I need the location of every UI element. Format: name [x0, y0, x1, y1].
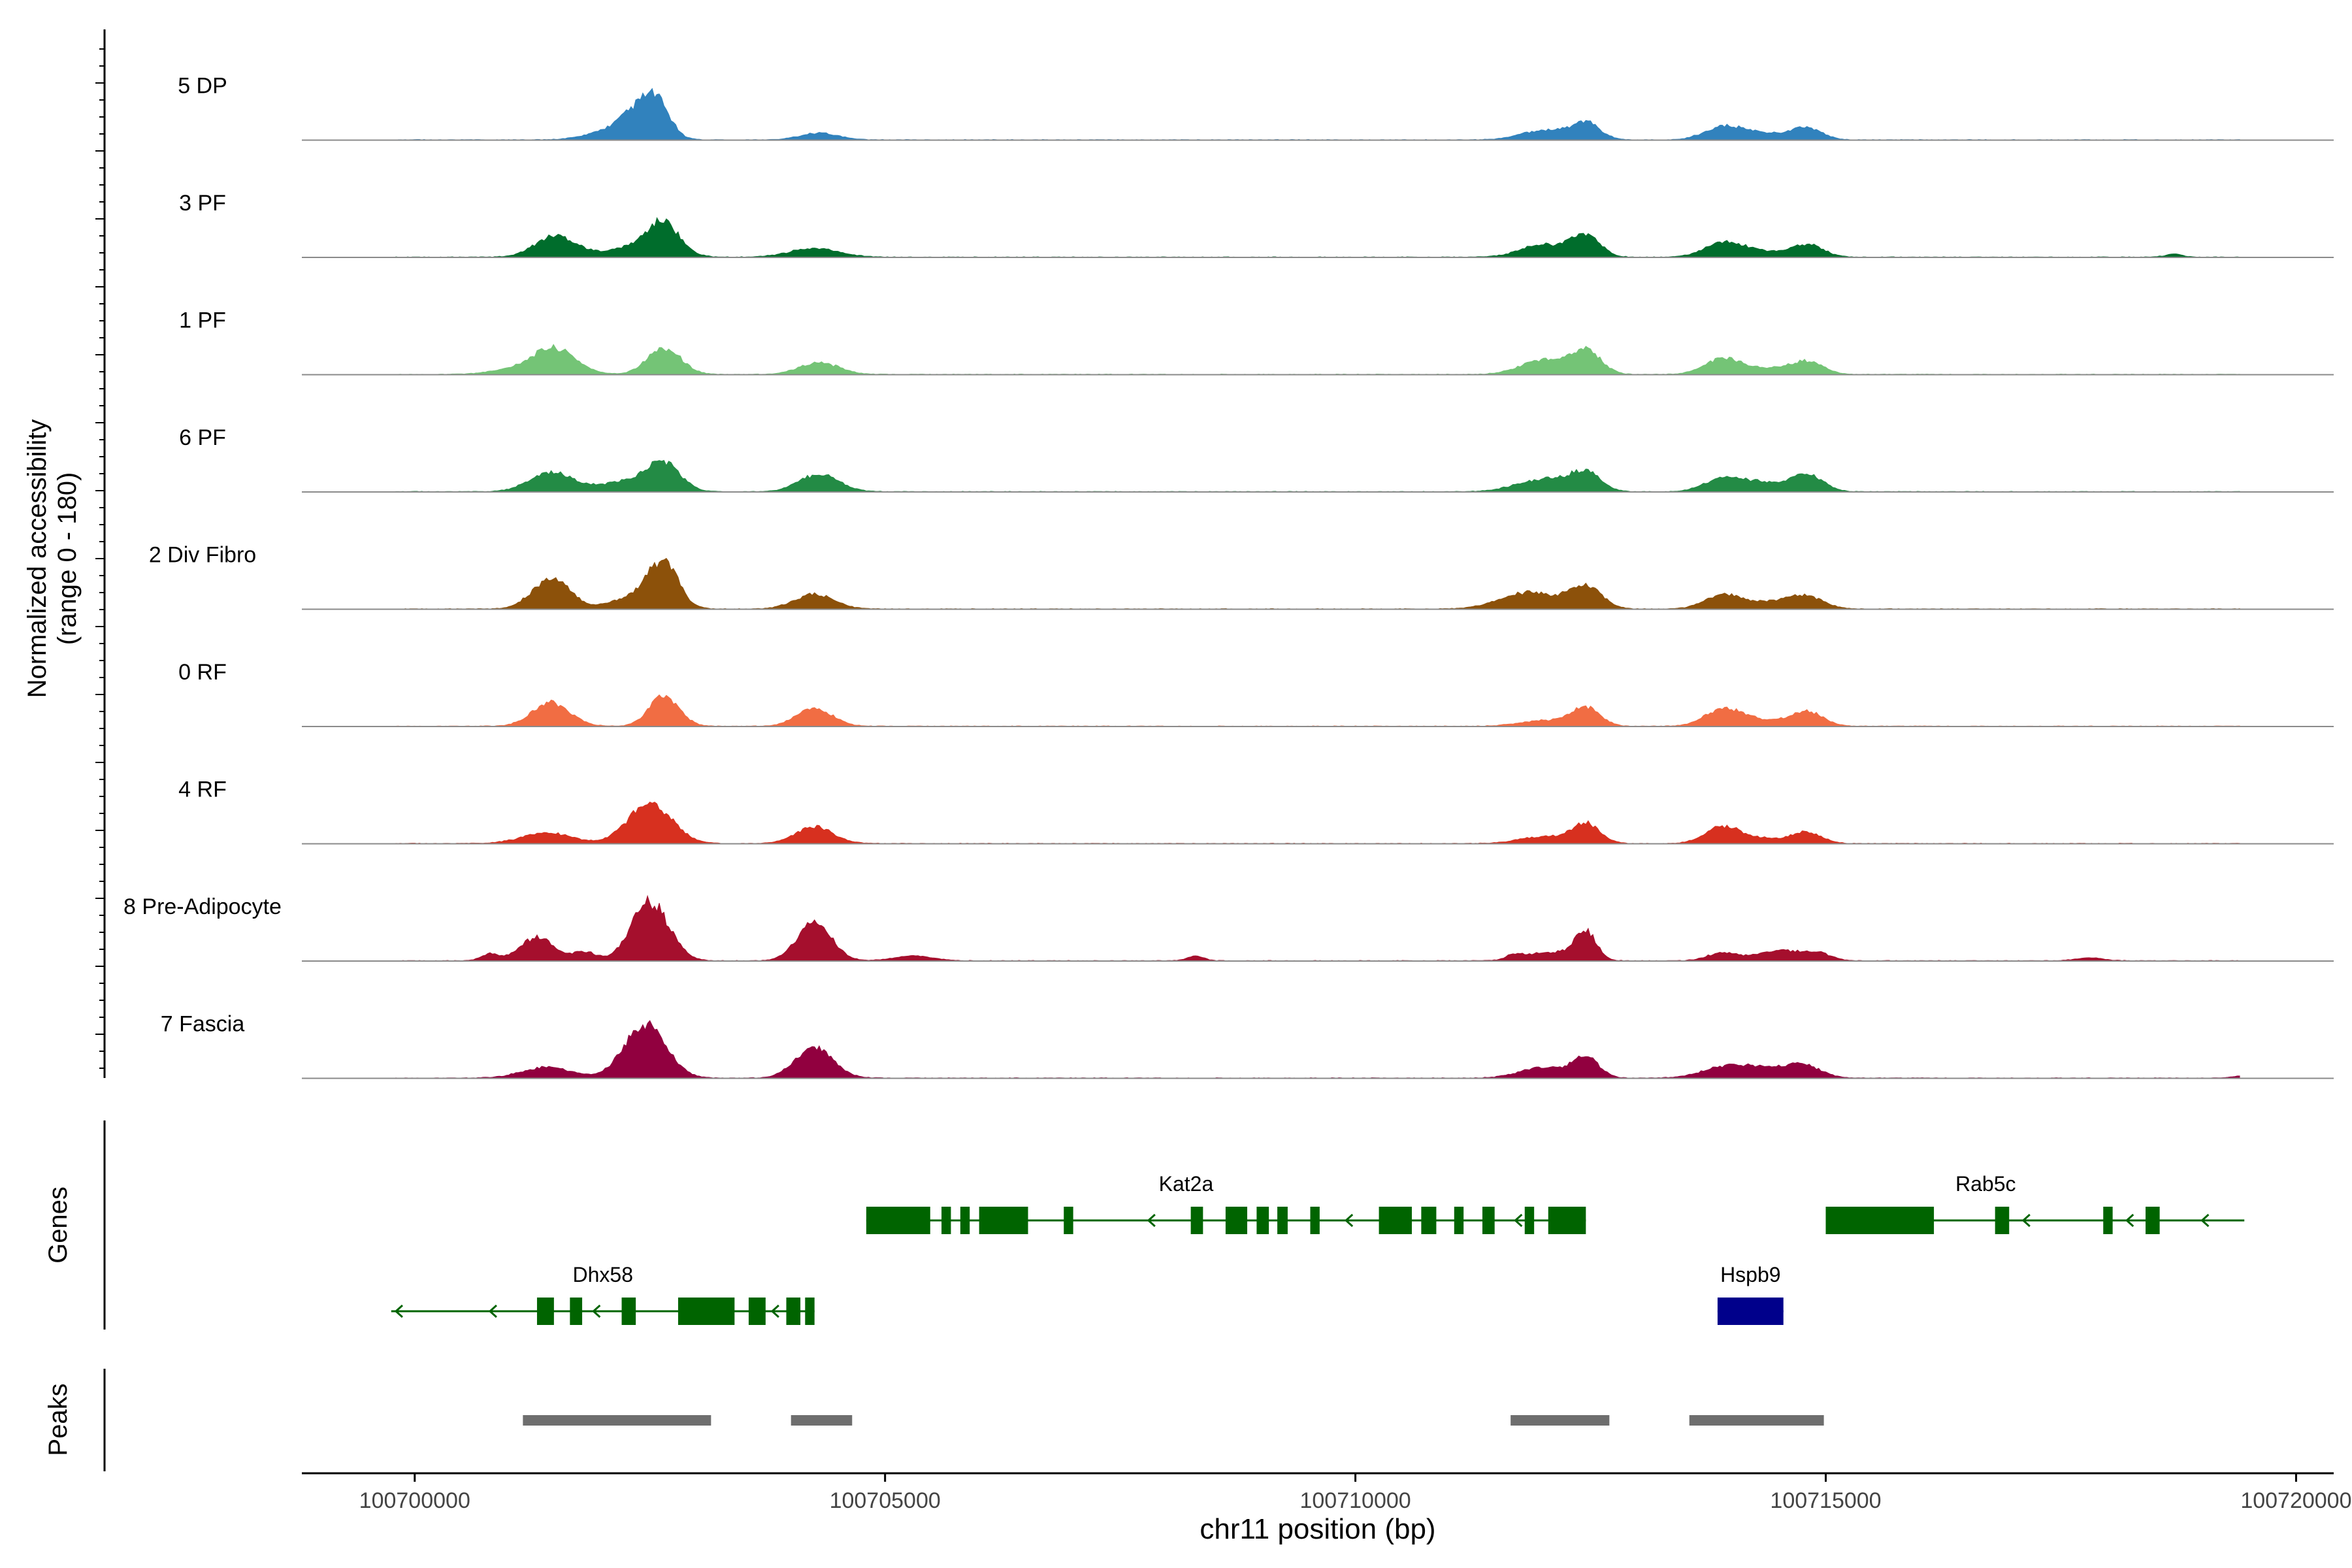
strand-arrow — [2021, 1213, 2031, 1228]
strand-arrow — [592, 1304, 601, 1318]
gene-exon — [1548, 1207, 1586, 1234]
gene-exon — [979, 1207, 1028, 1234]
coverage-area — [395, 459, 2240, 493]
track-label: 4 RF — [178, 777, 227, 802]
strand-arrow — [770, 1304, 779, 1318]
coverage-track: 2 Div Fibro — [149, 543, 2334, 610]
x-tick-label: 100710000 — [1299, 1488, 1411, 1513]
genes-panel-label: Genes — [44, 1186, 73, 1264]
strand-arrow — [2125, 1213, 2134, 1228]
gene-exon — [1421, 1207, 1437, 1234]
gene-model: Hspb9 — [1717, 1263, 1784, 1325]
gene-model: Rab5c — [1825, 1172, 2245, 1234]
coverage-track: 8 Pre-Adipocyte — [123, 894, 2334, 962]
coverage-tracks: 5 DP 3 PF 1 PF 6 PF 2 Div Fibro 0 RF 4 RF 8 Pre… — [123, 74, 2334, 1079]
peak-region-bar — [1511, 1415, 1610, 1426]
gene-exon — [1064, 1207, 1073, 1234]
gene-exon — [621, 1298, 636, 1325]
peak-regions — [523, 1415, 1824, 1426]
peaks-panel-label: Peaks — [44, 1383, 73, 1456]
y-axis-title-line1: Normalized accessibility — [23, 419, 52, 698]
gene-exon — [866, 1207, 930, 1234]
gene-label: Rab5c — [1955, 1172, 2016, 1196]
gene-exon — [1825, 1207, 1935, 1234]
track-label: 1 PF — [179, 308, 226, 333]
gene-exon — [570, 1298, 583, 1325]
track-label: 8 Pre-Adipocyte — [123, 894, 282, 919]
x-axis-ticks: 100700000 100705000 100710000 100715000 1007… — [359, 1473, 2352, 1513]
coverage-area — [395, 88, 2240, 141]
coverage-area — [395, 894, 2240, 962]
gene-exon — [786, 1298, 801, 1325]
coverage-area — [395, 801, 2240, 845]
gene-exon — [2103, 1207, 2113, 1234]
track-label: 3 PF — [179, 191, 226, 216]
coverage-track: 0 RF — [178, 660, 2334, 727]
gene-annotations: Kat2a Rab5c Dhx58 Hspb9 — [391, 1172, 2245, 1325]
coverage-track: 6 PF — [179, 425, 2334, 493]
gene-label: Dhx58 — [572, 1263, 633, 1286]
gene-model: Dhx58 — [391, 1263, 815, 1325]
x-tick-label: 100705000 — [830, 1488, 941, 1513]
strand-arrow — [1260, 1213, 1269, 1228]
coverage-area — [395, 217, 2240, 258]
coverage-area — [395, 344, 2240, 376]
track-label: 2 Div Fibro — [149, 543, 256, 568]
coverage-track: 4 RF — [178, 777, 2334, 845]
gene-label: Hspb9 — [1720, 1263, 1781, 1286]
gene-exon — [748, 1298, 766, 1325]
gene-exon — [1454, 1207, 1464, 1234]
y-axis-title: Normalized accessibility (range 0 - 180) — [23, 419, 82, 698]
strand-arrow — [1147, 1213, 1156, 1228]
x-tick-label: 100720000 — [2240, 1488, 2351, 1513]
x-tick-label: 100715000 — [1770, 1488, 1881, 1513]
gene-exon — [1379, 1207, 1412, 1234]
y-axis-title-line2: (range 0 - 180) — [53, 472, 82, 645]
strand-arrow — [2200, 1213, 2210, 1228]
track-label: 7 Fascia — [161, 1012, 245, 1037]
coverage-area — [395, 1020, 2240, 1079]
gene-exon — [1225, 1207, 1248, 1234]
peak-region-bar — [1689, 1415, 1824, 1426]
coverage-area — [395, 557, 2240, 610]
x-axis-title: chr11 position (bp) — [1200, 1513, 1435, 1545]
gene-exon — [1995, 1207, 2010, 1234]
coverage-track: 5 DP — [178, 74, 2334, 141]
gene-model: Kat2a — [866, 1172, 1586, 1234]
gene-exon — [805, 1298, 815, 1325]
track-label: 0 RF — [178, 660, 227, 685]
coverage-track: 3 PF — [179, 191, 2334, 258]
gene-exon — [1277, 1207, 1288, 1234]
peak-region-bar — [523, 1415, 711, 1426]
gene-exon — [1190, 1207, 1203, 1234]
strand-arrow — [1344, 1213, 1354, 1228]
coverage-y-ticks — [95, 48, 105, 1069]
x-tick-label: 100700000 — [359, 1488, 470, 1513]
gene-exon — [941, 1207, 951, 1234]
gene-exon — [1482, 1207, 1495, 1234]
strand-arrow — [1514, 1213, 1523, 1228]
coverage-track: 1 PF — [179, 308, 2334, 376]
track-label: 6 PF — [179, 425, 226, 450]
strand-arrow — [488, 1304, 497, 1318]
gene-exon — [2146, 1207, 2160, 1234]
gene-exon — [678, 1298, 735, 1325]
gene-label: Kat2a — [1159, 1172, 1214, 1196]
gene-exon — [1524, 1207, 1535, 1234]
strand-arrow — [394, 1304, 403, 1318]
gene-exon — [1310, 1207, 1320, 1234]
coverage-track: 7 Fascia — [161, 1012, 2334, 1079]
peak-region-bar — [791, 1415, 853, 1426]
track-label: 5 DP — [178, 74, 227, 99]
coverage-area — [395, 694, 2240, 727]
gene-exon — [1717, 1298, 1784, 1325]
gene-exon — [960, 1207, 970, 1234]
gene-exon — [536, 1298, 554, 1325]
